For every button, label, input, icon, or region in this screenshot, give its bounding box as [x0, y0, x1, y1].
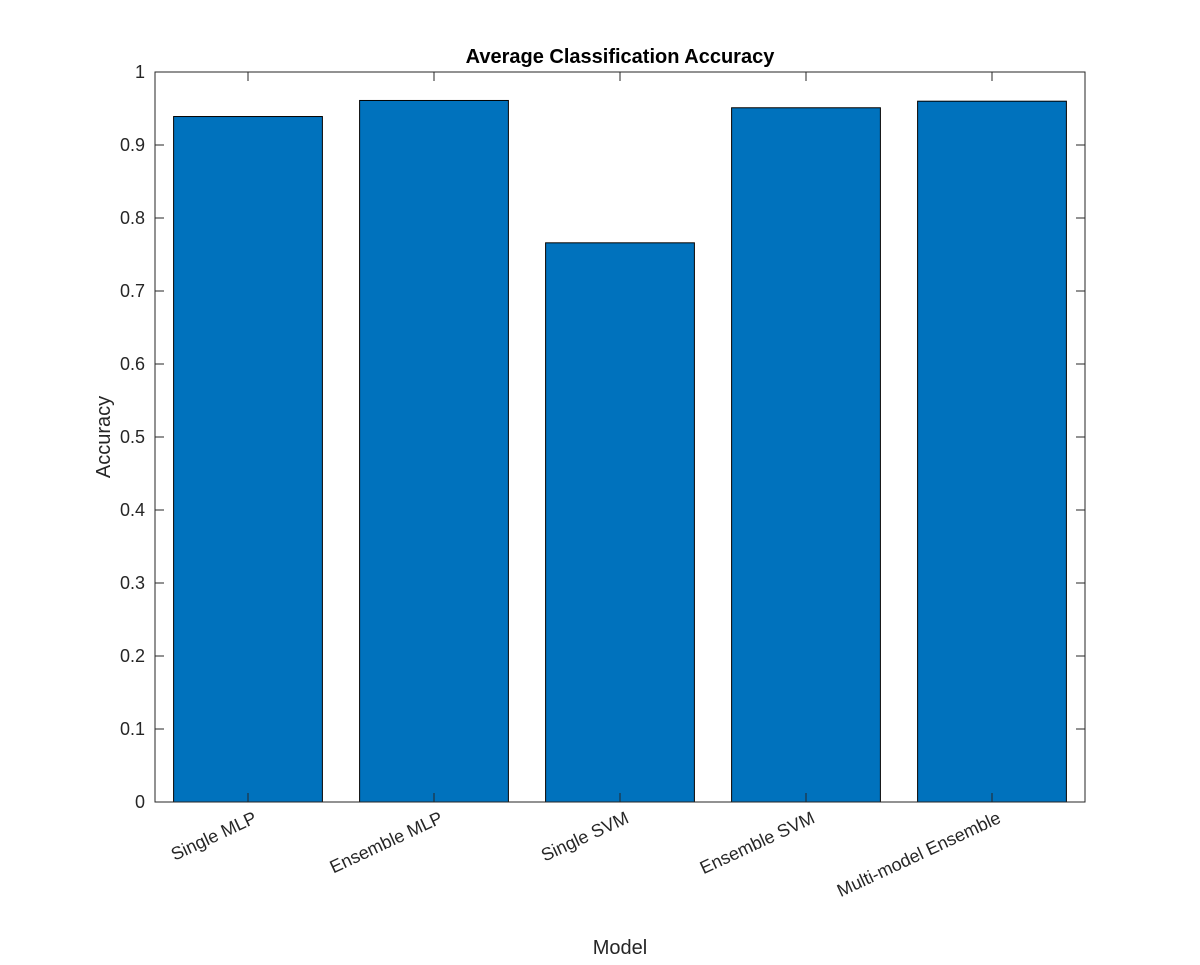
- y-tick-label: 0.7: [120, 281, 145, 301]
- bars: [173, 99, 1067, 803]
- bar-single-mlp: [173, 116, 323, 803]
- y-tick-label: 0: [135, 792, 145, 812]
- y-tick-label: 0.2: [120, 646, 145, 666]
- y-tick-label: 0.4: [120, 500, 145, 520]
- y-tick-label: 0.8: [120, 208, 145, 228]
- y-tick-label: 0.1: [120, 719, 145, 739]
- x-tick-label: Multi-model Ensemble: [834, 807, 1004, 900]
- y-tick-label: 0.6: [120, 354, 145, 374]
- y-tick-label: 1: [135, 62, 145, 82]
- y-tick-label: 0.5: [120, 427, 145, 447]
- bar-multi-model-ensemble: [917, 100, 1067, 803]
- bar-ensemble-svm: [731, 107, 881, 803]
- y-tick-label: 0.3: [120, 573, 145, 593]
- y-axis-ticks: 0 0.1 0.2 0.3 0.4 0.5 0.6 0.7 0.8 0.9 1: [120, 62, 1085, 812]
- plot-area-frame: [154, 71, 1086, 803]
- chart-title: Average Classification Accuracy: [466, 46, 776, 68]
- y-axis-label: Accuracy: [93, 396, 115, 478]
- bar-ensemble-mlp: [359, 99, 509, 803]
- x-tick-label: Ensemble SVM: [697, 807, 818, 878]
- x-tick-label: Single SVM: [538, 807, 632, 865]
- x-tick-label: Ensemble MLP: [327, 807, 446, 877]
- x-axis-label: Model: [593, 937, 647, 959]
- y-tick-label: 0.9: [120, 135, 145, 155]
- x-tick-label: Single MLP: [168, 807, 260, 864]
- bar-single-svm: [545, 242, 695, 803]
